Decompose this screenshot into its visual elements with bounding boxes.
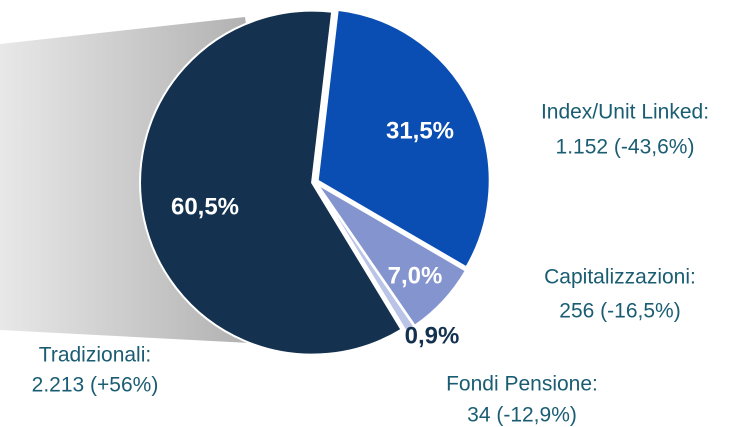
category-label: Capitalizzazioni: [544,266,696,289]
category-label: Index/Unit Linked: [541,101,709,124]
pie-slice [139,9,403,356]
category-detail: 34 (-12,9%) [467,404,577,427]
category-detail: 1.152 (-43,6%) [556,136,695,159]
category-label: Tradizionali: [39,344,151,367]
slice-label: 60,5% [171,193,239,220]
slice-label: 0,9% [405,322,460,349]
category-label: Fondi Pensione: [446,373,598,396]
slice-label: 31,5% [386,117,454,144]
category-detail: 256 (-16,5%) [559,300,680,323]
slice-label: 7,0% [388,262,443,289]
pie-slice [316,8,491,269]
category-detail: 2.213 (+56%) [32,374,159,397]
pie-slice [315,183,416,333]
